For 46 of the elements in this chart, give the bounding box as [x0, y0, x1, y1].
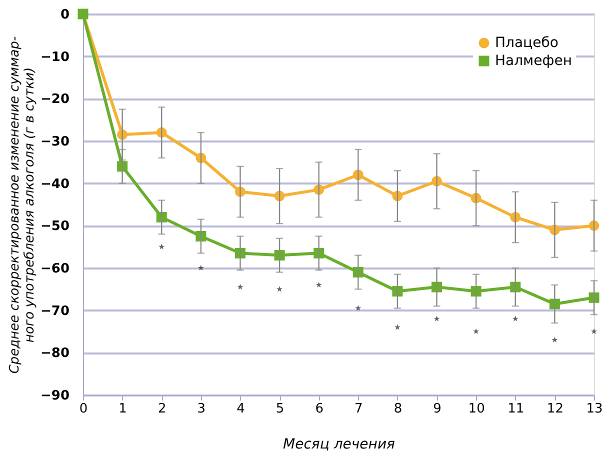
point	[316, 282, 322, 288]
point	[237, 284, 244, 290]
y-tick-label: −60	[40, 262, 70, 276]
x-tick-label: 8	[394, 402, 402, 416]
x-tick-label: 5	[276, 402, 284, 416]
point	[590, 328, 598, 334]
x-tick-label: 3	[197, 402, 206, 416]
legend-label: Налмефен	[495, 53, 572, 69]
x-tick-label: 7	[354, 402, 363, 416]
x-tick-label: 10	[468, 402, 485, 416]
y-tick-label: 0	[60, 8, 70, 22]
y-tick-label: −30	[40, 134, 70, 150]
point	[158, 244, 165, 250]
point	[355, 305, 362, 311]
point	[394, 324, 400, 330]
point	[156, 212, 167, 222]
y-tick-label: −10	[40, 50, 70, 65]
y-tick-label: −40	[40, 176, 70, 192]
x-tick-label: 2	[158, 402, 166, 416]
point	[198, 264, 204, 271]
point	[473, 328, 480, 334]
x-axis-title: Месяц лечения	[283, 436, 395, 452]
y-tick-label: −50	[40, 219, 70, 234]
y-tick-label: −90	[40, 388, 70, 404]
point	[392, 286, 403, 297]
x-tick-label: 11	[508, 402, 524, 416]
x-tick-label: 9	[433, 402, 442, 416]
y-tick-label: −80	[40, 346, 70, 362]
point	[510, 282, 521, 292]
point	[196, 231, 206, 242]
point	[276, 286, 283, 292]
point	[470, 286, 482, 297]
point	[274, 250, 285, 261]
x-tick-label: 6	[315, 402, 324, 416]
point	[434, 316, 440, 322]
y-tick-label: −20	[40, 92, 70, 108]
x-tick-label: 4	[236, 402, 245, 416]
point	[552, 336, 558, 343]
x-tick-label: 12	[546, 402, 564, 416]
point	[512, 316, 518, 322]
y-axis-title: Среднее скорректированное изменение суммар- ного употребления алкоголя (г в сутки)	[8, 36, 38, 374]
x-tick-label: 0	[79, 402, 88, 416]
legend-label: Плацебо	[495, 35, 558, 51]
x-tick-label: 13	[586, 402, 603, 416]
x-tick-label: 1	[118, 402, 127, 416]
y-tick-label: −70	[40, 304, 70, 319]
